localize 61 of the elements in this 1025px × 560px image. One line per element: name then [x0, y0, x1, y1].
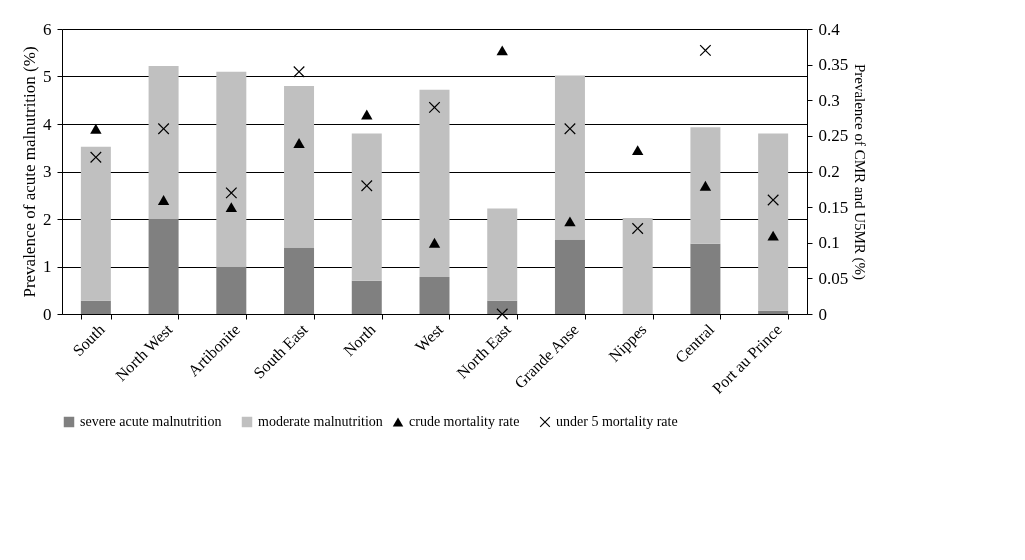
y-tick-label: 5 — [43, 67, 52, 86]
y-axis-title: Prevalence of acute malnutrition (%) — [20, 46, 39, 298]
bar — [80, 146, 111, 301]
y2-tick-label: 0.4 — [818, 19, 841, 39]
point — [157, 195, 170, 205]
bar — [216, 71, 247, 267]
bar — [284, 86, 315, 248]
y2-tick-label: 0.05 — [818, 268, 849, 288]
y-tick-label: 2 — [43, 209, 52, 229]
y2-tick-label: 0.35 — [818, 55, 849, 75]
bar — [554, 75, 585, 240]
legend-label: under 5 mortality rate — [556, 414, 678, 429]
bar — [284, 247, 315, 314]
point — [90, 123, 102, 134]
y2-axis-title: Prevalence of CMR and U5MR (%) — [851, 63, 869, 281]
point — [428, 237, 441, 248]
bar — [419, 89, 450, 277]
bar — [148, 66, 179, 219]
bar — [554, 239, 585, 314]
legend-label: moderate malnutrition — [258, 414, 383, 429]
y2-tick-label: 0.2 — [818, 162, 840, 181]
bar — [622, 218, 653, 314]
y2-tick-label: 0.25 — [818, 126, 849, 146]
point — [699, 180, 712, 191]
point — [564, 216, 576, 227]
point — [293, 66, 305, 78]
x-tick-label: West — [411, 320, 447, 356]
y-tick-label: 1 — [43, 257, 52, 276]
legend-label: crude mortality rate — [409, 414, 520, 429]
point — [496, 308, 508, 320]
point — [631, 145, 644, 156]
bar — [216, 266, 247, 314]
bar — [487, 300, 518, 314]
bar — [80, 300, 111, 314]
bar — [487, 208, 518, 301]
point — [564, 123, 576, 135]
bar — [148, 219, 179, 314]
y2-tick-label: 0.1 — [818, 233, 840, 253]
bar — [351, 133, 382, 281]
point — [157, 123, 170, 135]
y2-tick-label: 0 — [818, 304, 827, 324]
y-tick-label: 3 — [43, 162, 52, 181]
bar — [690, 127, 721, 244]
bar — [758, 133, 789, 311]
y-tick-label: 4 — [43, 114, 52, 134]
y2-tick-label: 0.15 — [818, 197, 849, 217]
point — [225, 202, 238, 213]
y-tick-label: 6 — [43, 19, 52, 39]
point — [361, 109, 373, 120]
bar — [419, 276, 450, 314]
bar — [758, 310, 789, 314]
y2-tick-label: 0.3 — [818, 90, 840, 110]
bar — [690, 243, 721, 314]
point — [225, 187, 238, 199]
bar — [351, 280, 382, 314]
point — [293, 138, 305, 148]
y-tick-label: 0 — [43, 304, 52, 324]
point — [767, 230, 779, 241]
point — [631, 222, 644, 235]
point — [496, 45, 508, 56]
legend-label: severe acute malnutrition — [80, 414, 222, 429]
